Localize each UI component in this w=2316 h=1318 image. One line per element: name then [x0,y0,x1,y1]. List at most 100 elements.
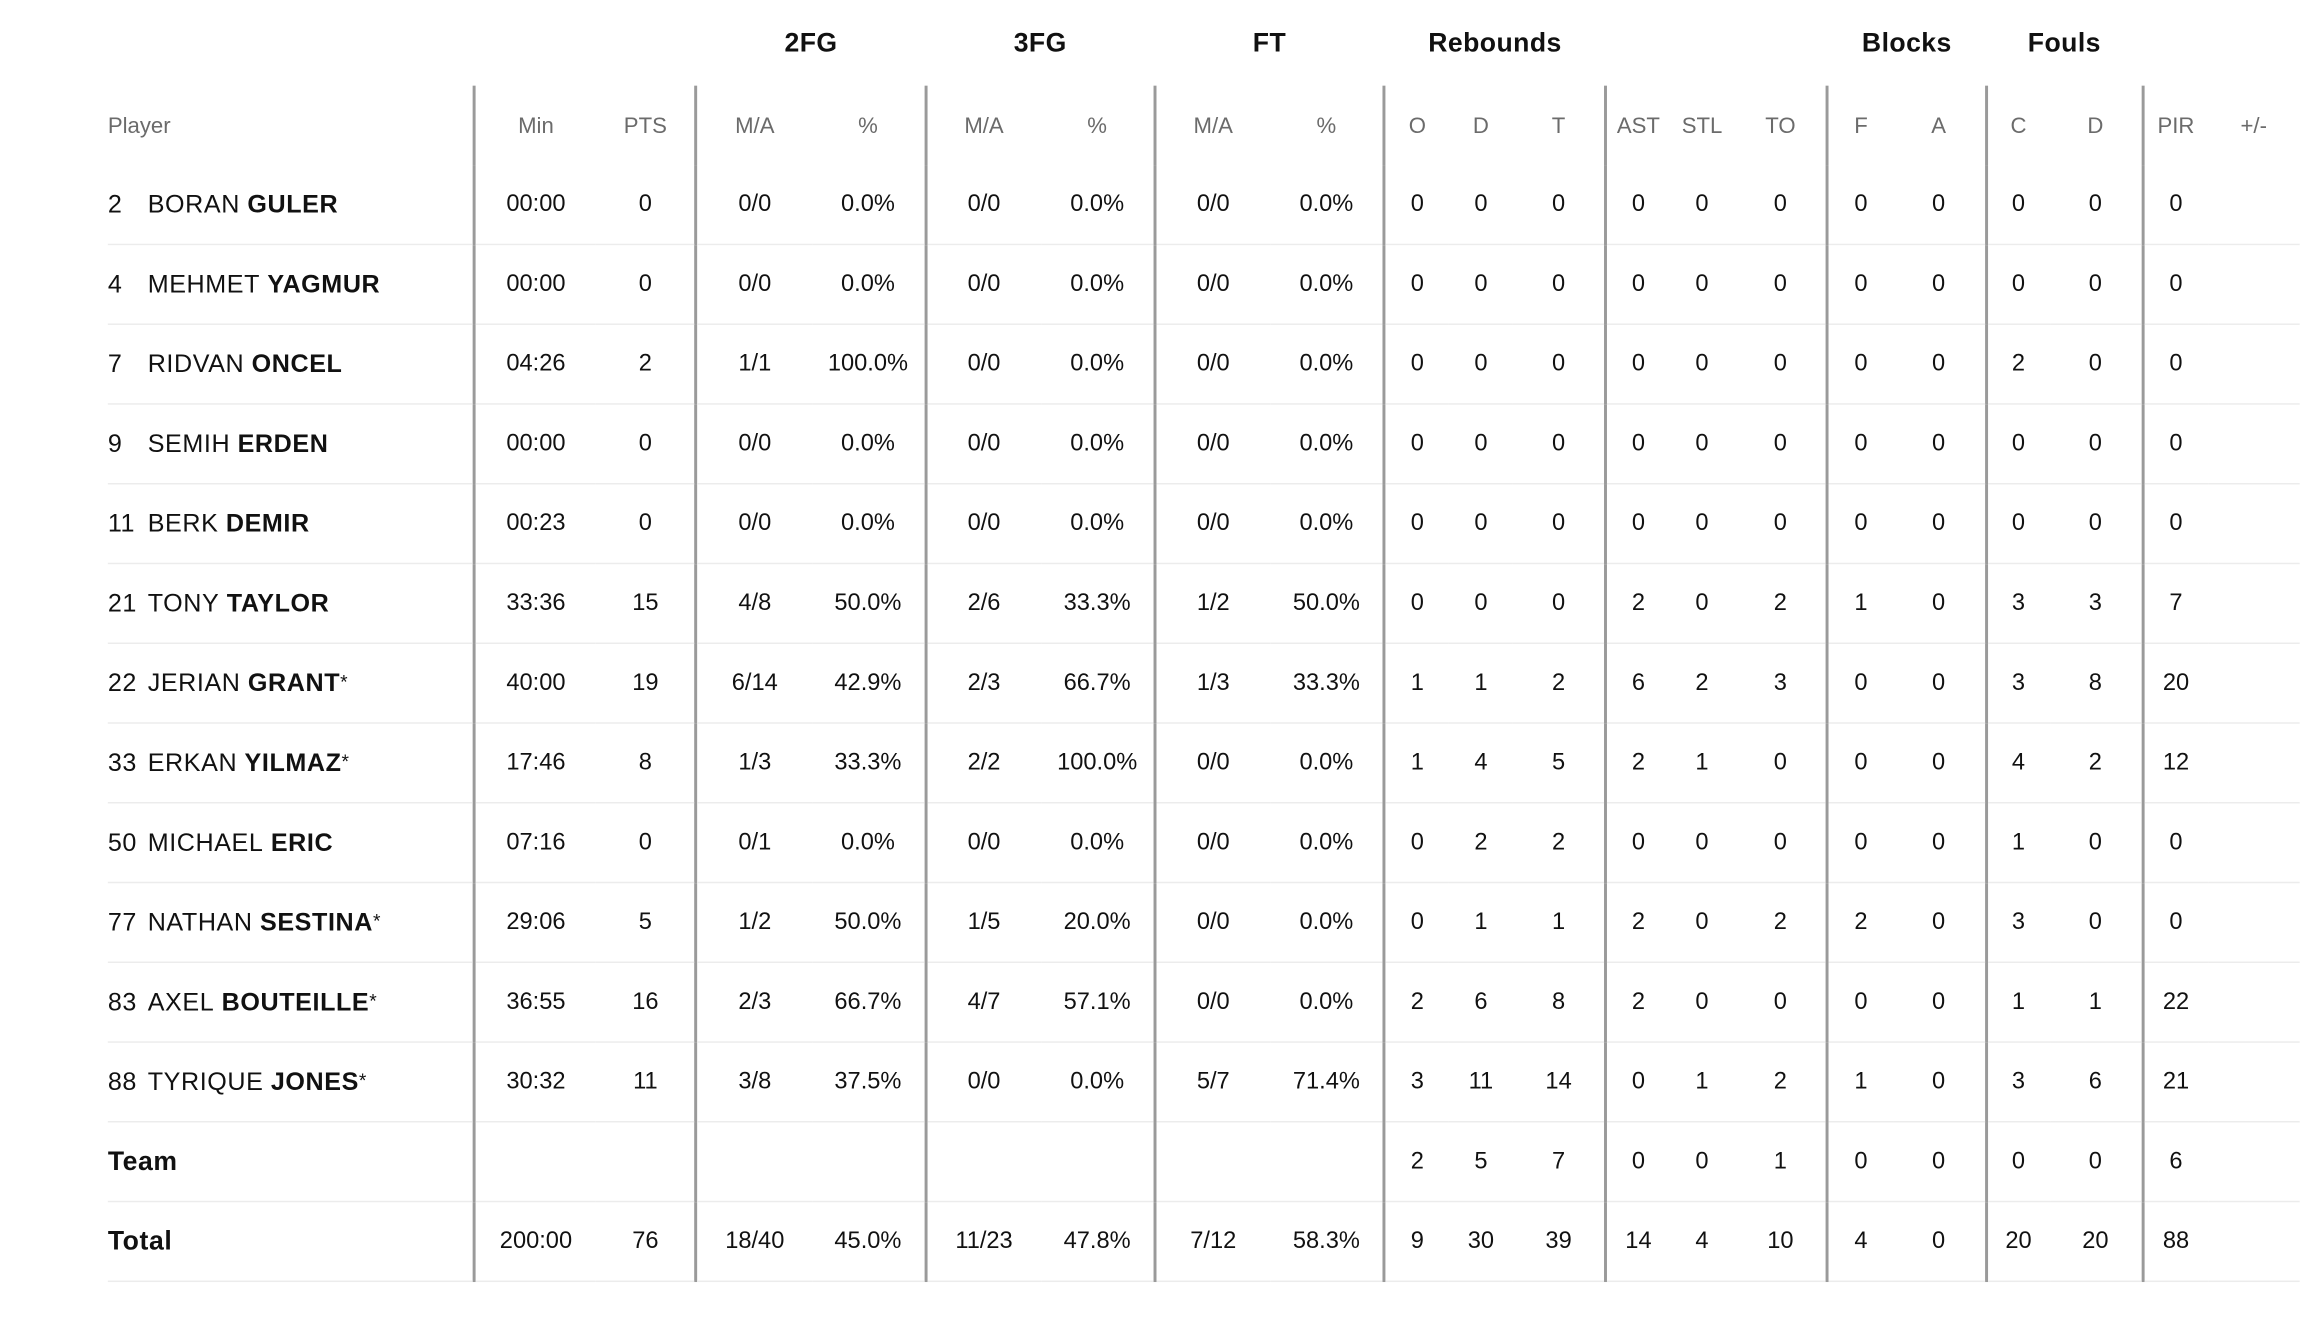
cell-blk-a: 0 [1892,165,1986,246]
col-header-3fg-pct[interactable]: % [1087,112,1108,139]
cell-plus-minus [2207,643,2300,724]
col-header-2fg-ma[interactable]: M/A [694,85,812,166]
player-name-cell[interactable]: 9 SEMIH ERDEN [107,403,475,485]
col-header-ast[interactable]: AST [1604,85,1670,166]
cell-pts: 16 [595,962,697,1043]
cell-plus-minus [2207,1201,2300,1283]
cell-ast: 0 [1604,802,1670,884]
cell-pts: 0 [595,244,697,325]
cell-3fg-ma: 11/23 [924,1201,1041,1283]
cell-reb-t: 7 [1512,1121,1606,1203]
col-header-ft-pct[interactable]: % [1316,112,1337,139]
cell-reb-d: 1 [1449,643,1513,724]
player-name-cell[interactable]: 11 BERK DEMIR [107,483,475,565]
cell-blk-f: 0 [1826,165,1893,246]
cell-ft-ma: 1/2 [1153,563,1271,644]
cell-2fg-pct: 37.5% [811,1042,926,1123]
cell-3fg-pct: 0.0% [1040,165,1155,246]
col-header-foul-c[interactable]: C [1984,85,2050,166]
player-name-cell[interactable]: 50 MICHAEL ERIC [107,802,475,884]
cell-blk-a: 0 [1892,1042,1986,1123]
cell-ft-pct: 0.0% [1270,802,1385,884]
col-header-to[interactable]: TO [1765,112,1796,139]
cell-to: 0 [1734,244,1828,325]
col-header-reb-o[interactable]: O [1382,85,1450,166]
player-name-cell[interactable]: 2 BORAN GULER [107,165,475,246]
player-number: 50 [107,827,137,856]
player-name-cell[interactable]: 83 AXEL BOUTEILLE* [107,962,475,1043]
boxscore-body: 2 BORAN GULER 00:00 0 0/0 0.0% 0/0 0.0% 0/… [107,165,2300,1283]
cell-ast: 2 [1604,563,1670,644]
cell-stl: 4 [1669,1201,1735,1283]
col-header-blk-a[interactable]: A [1931,112,1947,139]
player-row: 77 NATHAN SESTINA* 29:06 5 1/2 50.0% 1/5 2… [107,882,2300,964]
col-header-2fg-pct[interactable]: % [858,112,878,139]
col-header-reb-t[interactable]: T [1551,112,1566,139]
cell-min: 30:32 [473,1042,596,1123]
cell-3fg-pct: 47.8% [1040,1201,1155,1283]
cell-reb-d: 30 [1449,1201,1513,1283]
cell-reb-d: 5 [1449,1121,1513,1203]
col-header-foul-d[interactable]: D [2087,112,2104,139]
col-header-player[interactable]: Player [107,112,171,139]
cell-foul-d: 0 [2049,483,2143,565]
col-header-pir[interactable]: PIR [2141,85,2208,166]
col-header-reb-d[interactable]: D [1472,112,1489,139]
player-number: 2 [107,189,123,218]
cell-foul-d: 0 [2049,1121,2143,1203]
cell-foul-d: 0 [2049,882,2143,964]
player-name-cell[interactable]: 88 TYRIQUE JONES* [107,1042,475,1123]
col-header-plus-minus[interactable]: +/- [2240,112,2267,139]
cell-ft-ma: 0/0 [1153,244,1271,325]
cell-ast: 0 [1604,403,1670,485]
cell-plus-minus [2207,1042,2300,1123]
cell-to: 0 [1734,962,1828,1043]
player-first-name: ERKAN [147,748,238,777]
cell-pts: 2 [595,324,697,405]
player-last-name: ERDEN [237,429,329,458]
cell-ft-ma: 0/0 [1153,882,1271,964]
player-last-name: DEMIR [225,508,310,537]
cell-foul-d: 0 [2049,802,2143,884]
player-name-cell[interactable]: 4 MEHMET YAGMUR [107,244,475,325]
col-header-min[interactable]: Min [473,85,596,166]
cell-stl: 0 [1669,802,1735,884]
col-header-stl[interactable]: STL [1681,112,1723,139]
starter-mark: * [340,669,349,692]
group-header-3fg: 3FG [1013,27,1067,57]
cell-min: 00:23 [473,483,596,565]
cell-2fg-ma: 0/1 [694,802,812,884]
player-name-cell[interactable]: 22 JERIAN GRANT* [107,643,475,724]
cell-ast: 14 [1604,1201,1670,1283]
cell-stl: 0 [1669,563,1735,644]
player-last-name: GULER [247,189,339,218]
cell-foul-d: 0 [2049,403,2143,485]
cell-3fg-pct: 0.0% [1040,483,1155,565]
player-name-cell[interactable]: 7 RIDVAN ONCEL [107,324,475,405]
player-name-cell[interactable]: 21 TONY TAYLOR [107,563,475,644]
cell-2fg-pct: 33.3% [811,722,926,804]
cell-to: 2 [1734,563,1828,644]
cell-stl: 0 [1669,165,1735,246]
cell-2fg-ma [694,1121,812,1203]
col-header-pts[interactable]: PTS [623,112,667,139]
col-header-blk-f[interactable]: F [1826,85,1893,166]
cell-ast: 0 [1604,165,1670,246]
cell-ft-pct: 50.0% [1270,563,1385,644]
col-header-ft-ma[interactable]: M/A [1153,85,1271,166]
cell-pir: 22 [2141,962,2208,1043]
cell-ft-pct: 0.0% [1270,962,1385,1043]
cell-3fg-ma [924,1121,1041,1203]
cell-pts: 0 [595,802,697,884]
cell-foul-c: 2 [1984,324,2050,405]
col-header-3fg-ma[interactable]: M/A [924,85,1041,166]
player-name-cell[interactable]: 77 NATHAN SESTINA* [107,882,475,964]
player-name-cell[interactable]: 33 ERKAN YILMAZ* [107,722,475,804]
cell-2fg-ma: 0/0 [694,165,812,246]
cell-pts: 19 [595,643,697,724]
cell-3fg-pct: 0.0% [1040,324,1155,405]
cell-2fg-pct: 0.0% [811,244,926,325]
cell-foul-c: 1 [1984,962,2050,1043]
cell-blk-f: 0 [1826,643,1893,724]
